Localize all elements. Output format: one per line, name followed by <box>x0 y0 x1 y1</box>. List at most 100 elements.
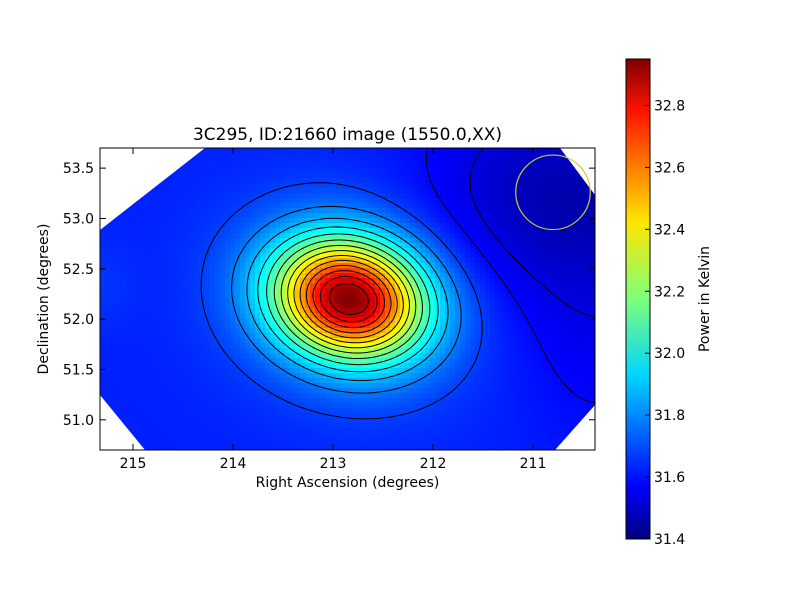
heatmap-cell <box>290 188 296 194</box>
heatmap-cell <box>110 343 116 349</box>
heatmap-cell <box>555 233 561 239</box>
heatmap-cell <box>455 378 461 384</box>
heatmap-cell <box>365 308 371 314</box>
heatmap-cell <box>115 373 121 379</box>
heatmap-cell <box>495 298 501 304</box>
heatmap-cell <box>520 218 526 224</box>
heatmap-cell <box>240 253 246 259</box>
heatmap-cell <box>150 213 156 219</box>
heatmap-cell <box>345 223 351 229</box>
heatmap-cell <box>455 213 461 219</box>
heatmap-cell <box>285 193 291 199</box>
heatmap-cell <box>530 173 536 179</box>
heatmap-cell <box>345 313 351 319</box>
heatmap-cell <box>275 333 281 339</box>
heatmap-cell <box>200 163 206 169</box>
heatmap-cell <box>380 383 386 389</box>
heatmap-cell <box>470 298 476 304</box>
heatmap-cell <box>310 273 316 279</box>
heatmap-cell <box>510 318 516 324</box>
heatmap-cell <box>325 293 331 299</box>
heatmap-cell <box>235 298 241 304</box>
heatmap-cell <box>415 388 421 394</box>
heatmap-cell <box>465 188 471 194</box>
heatmap-cell <box>215 218 221 224</box>
heatmap-cell <box>255 248 261 254</box>
heatmap-cell <box>315 343 321 349</box>
heatmap-cell <box>110 373 116 379</box>
heatmap-cell <box>100 248 106 254</box>
heatmap-cell <box>345 303 351 309</box>
heatmap-cell <box>405 193 411 199</box>
heatmap-cell <box>485 278 491 284</box>
heatmap-cell <box>485 373 491 379</box>
heatmap-cell <box>305 183 311 189</box>
heatmap-cell <box>315 358 321 364</box>
heatmap-cell <box>295 238 301 244</box>
heatmap-cell <box>260 358 266 364</box>
heatmap-cell <box>545 188 551 194</box>
heatmap-cell <box>355 328 361 334</box>
heatmap-cell <box>195 213 201 219</box>
heatmap-cell <box>350 388 356 394</box>
heatmap-cell <box>205 278 211 284</box>
heatmap-cell <box>275 158 281 164</box>
heatmap-cell <box>250 173 256 179</box>
heatmap-cell <box>405 178 411 184</box>
heatmap-cell <box>210 363 216 369</box>
heatmap-cell <box>430 353 436 359</box>
heatmap-cell <box>555 288 561 294</box>
heatmap-cell <box>545 218 551 224</box>
heatmap-cell <box>265 198 271 204</box>
heatmap-cell <box>340 193 346 199</box>
heatmap-cell <box>375 188 381 194</box>
heatmap-cell <box>420 218 426 224</box>
heatmap-cell <box>285 223 291 229</box>
heatmap-cell <box>310 198 316 204</box>
heatmap-cell <box>140 398 146 404</box>
heatmap-cell <box>475 168 481 174</box>
heatmap-cell <box>140 258 146 264</box>
heatmap-cell <box>430 383 436 389</box>
heatmap-cell <box>450 238 456 244</box>
heatmap-cell <box>585 383 591 389</box>
heatmap-cell <box>305 358 311 364</box>
heatmap-cell <box>445 298 451 304</box>
heatmap-cell <box>450 153 456 159</box>
heatmap-cell <box>545 383 551 389</box>
heatmap-cell <box>245 388 251 394</box>
heatmap-cell <box>565 233 571 239</box>
heatmap-cell <box>315 248 321 254</box>
heatmap-cell <box>410 223 416 229</box>
heatmap-cell <box>360 298 366 304</box>
heatmap-cell <box>430 153 436 159</box>
heatmap-cell <box>535 383 541 389</box>
heatmap-cell <box>505 213 511 219</box>
heatmap-cell <box>305 233 311 239</box>
heatmap-cell <box>500 278 506 284</box>
heatmap-cell <box>290 173 296 179</box>
heatmap-cell <box>185 268 191 274</box>
heatmap-cell <box>245 213 251 219</box>
heatmap-cell <box>325 368 331 374</box>
heatmap-cell <box>330 343 336 349</box>
heatmap-cell <box>315 373 321 379</box>
heatmap-cell <box>550 343 556 349</box>
heatmap-cell <box>155 233 161 239</box>
heatmap-cell <box>385 383 391 389</box>
heatmap-cell <box>295 323 301 329</box>
heatmap-cell <box>235 383 241 389</box>
heatmap-cell <box>490 163 496 169</box>
heatmap-cell <box>200 293 206 299</box>
heatmap-cell <box>105 378 111 384</box>
heatmap-cell <box>335 318 341 324</box>
heatmap-cell <box>355 293 361 299</box>
heatmap-cell <box>590 378 595 384</box>
heatmap-cell <box>410 263 416 269</box>
heatmap-cell <box>455 393 461 399</box>
heatmap-cell <box>420 208 426 214</box>
heatmap-cell <box>505 298 511 304</box>
heatmap-cell <box>205 253 211 259</box>
heatmap-cell <box>355 253 361 259</box>
heatmap-cell <box>505 283 511 289</box>
